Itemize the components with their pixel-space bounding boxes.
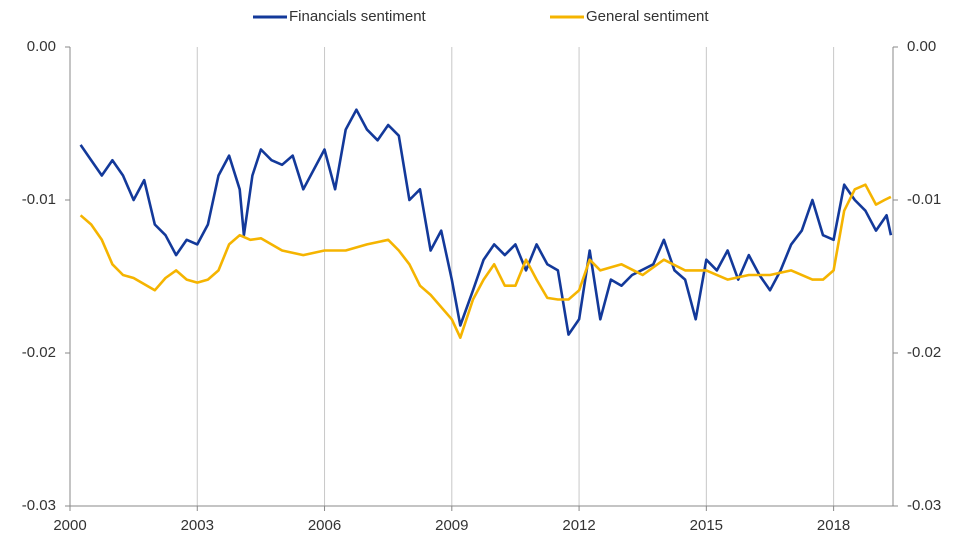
legend-label: General sentiment	[586, 8, 709, 25]
x-tick-label: 2018	[817, 517, 850, 534]
y-tick-label: -0.02	[22, 344, 56, 361]
y-tick-label: -0.03	[22, 497, 56, 514]
y-tick-label: -0.01	[22, 191, 56, 208]
x-tick-label: 2012	[562, 517, 595, 534]
legend-label: Financials sentiment	[289, 8, 427, 25]
series-line	[79, 108, 893, 336]
y-tick-label: 0.00	[27, 38, 56, 55]
x-tick-label: 2003	[181, 517, 214, 534]
x-tick-label: 2009	[435, 517, 468, 534]
y2-tick-label: 0.00	[907, 38, 936, 55]
series-line	[79, 183, 892, 339]
y2-tick-label: -0.01	[907, 191, 941, 208]
x-tick-label: 2015	[690, 517, 723, 534]
x-tick-label: 2006	[308, 517, 341, 534]
y2-tick-label: -0.02	[907, 344, 941, 361]
y2-tick-label: -0.03	[907, 497, 941, 514]
x-tick-label: 2000	[53, 517, 86, 534]
